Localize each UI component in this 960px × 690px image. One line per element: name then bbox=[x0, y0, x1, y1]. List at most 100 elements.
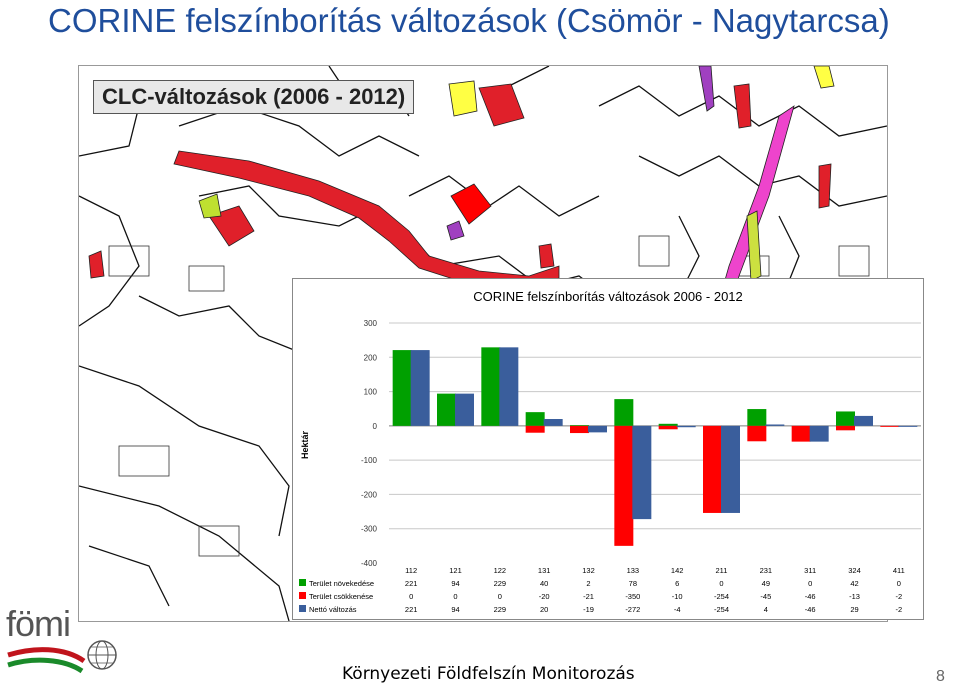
data-label: 94 bbox=[451, 605, 459, 614]
bar-increase bbox=[614, 399, 634, 426]
x-tick-label: 133 bbox=[627, 566, 640, 575]
data-label: -46 bbox=[805, 605, 816, 614]
data-label: 0 bbox=[808, 579, 812, 588]
bar-increase bbox=[481, 347, 501, 426]
bar-net bbox=[676, 425, 696, 428]
x-tick-label: 211 bbox=[716, 566, 728, 575]
bar-net bbox=[499, 347, 519, 426]
data-label: 2 bbox=[586, 579, 590, 588]
fomi-logo: fömi bbox=[4, 603, 124, 683]
x-tick-label: 142 bbox=[671, 566, 684, 575]
x-tick-label: 131 bbox=[538, 566, 551, 575]
chart-title: CORINE felszínborítás változások 2006 - … bbox=[473, 289, 743, 304]
bar-net bbox=[410, 350, 430, 426]
data-label: -272 bbox=[625, 605, 640, 614]
slide-title: CORINE felszínborítás változások (Csömör… bbox=[48, 2, 890, 39]
bar-net bbox=[721, 425, 740, 513]
legend-swatch bbox=[299, 592, 306, 599]
bar-decrease bbox=[570, 425, 589, 434]
y-tick-label: -200 bbox=[361, 490, 378, 499]
data-label: 42 bbox=[850, 579, 858, 588]
data-label: -19 bbox=[583, 605, 594, 614]
bar-net bbox=[543, 419, 563, 426]
data-label: 49 bbox=[762, 579, 770, 588]
data-label: -2 bbox=[895, 605, 902, 614]
map-label: CLC-változások (2006 - 2012) bbox=[93, 80, 415, 114]
data-label: 229 bbox=[494, 605, 507, 614]
data-label: -10 bbox=[672, 592, 683, 601]
bar-net bbox=[455, 393, 474, 426]
bar-net bbox=[765, 424, 785, 426]
chart-panel: CORINE felszínborítás változások 2006 - … bbox=[292, 278, 924, 620]
bar-net bbox=[854, 415, 873, 426]
data-label: 0 bbox=[409, 592, 413, 601]
bar-increase bbox=[836, 411, 855, 426]
data-label: 29 bbox=[850, 605, 858, 614]
data-label: -254 bbox=[714, 592, 729, 601]
bar-increase bbox=[392, 350, 412, 426]
bar-net bbox=[588, 425, 607, 433]
x-tick-label: 311 bbox=[804, 566, 816, 575]
data-label: -21 bbox=[583, 592, 594, 601]
legend-swatch bbox=[299, 579, 306, 586]
x-tick-label: 324 bbox=[848, 566, 861, 575]
bar-increase bbox=[437, 393, 456, 426]
data-label: 221 bbox=[405, 605, 418, 614]
x-tick-label: 112 bbox=[405, 566, 417, 575]
data-label: 78 bbox=[629, 579, 637, 588]
data-label: 229 bbox=[494, 579, 507, 588]
bar-net bbox=[809, 425, 829, 442]
y-tick-label: 0 bbox=[373, 422, 378, 431]
bar-increase bbox=[525, 412, 545, 426]
bar-increase bbox=[658, 423, 678, 426]
bar-net bbox=[898, 425, 918, 427]
data-label: 40 bbox=[540, 579, 548, 588]
legend-label: Nettó változás bbox=[309, 605, 357, 614]
data-label: -2 bbox=[895, 592, 902, 601]
data-label: 94 bbox=[451, 579, 459, 588]
bar-decrease bbox=[525, 425, 545, 433]
legend-swatch bbox=[299, 605, 306, 612]
bar-decrease bbox=[836, 425, 855, 431]
bar-increase bbox=[570, 425, 589, 427]
data-label: 0 bbox=[498, 592, 502, 601]
data-label: -350 bbox=[625, 592, 640, 601]
y-tick-label: -300 bbox=[361, 525, 378, 534]
x-tick-label: 121 bbox=[449, 566, 462, 575]
logo-text: fömi bbox=[6, 603, 71, 644]
footer-text: Környezeti Földfelszín Monitorozás bbox=[342, 664, 635, 684]
data-label: -13 bbox=[849, 592, 860, 601]
data-label: -4 bbox=[674, 605, 681, 614]
data-label: -46 bbox=[805, 592, 816, 601]
data-label: 0 bbox=[897, 579, 901, 588]
globe-icon bbox=[7, 640, 117, 674]
bar-net bbox=[632, 425, 652, 520]
bar-decrease bbox=[658, 425, 678, 430]
data-label: 0 bbox=[453, 592, 457, 601]
legend-label: Terület csökkenése bbox=[309, 592, 373, 601]
bar-decrease bbox=[880, 425, 900, 427]
bar-decrease bbox=[791, 425, 811, 442]
x-tick-label: 231 bbox=[760, 566, 773, 575]
x-tick-label: 132 bbox=[582, 566, 595, 575]
y-tick-label: 200 bbox=[364, 353, 378, 362]
data-label: -20 bbox=[539, 592, 550, 601]
data-label: 221 bbox=[405, 579, 418, 588]
y-tick-label: -400 bbox=[361, 559, 378, 568]
map-drawing bbox=[79, 66, 887, 621]
bar-increase bbox=[747, 409, 767, 426]
data-label: 4 bbox=[764, 605, 768, 614]
legend-label: Terület növekedése bbox=[309, 579, 374, 588]
bar-decrease bbox=[747, 425, 767, 442]
data-label: 0 bbox=[719, 579, 723, 588]
data-label: -45 bbox=[760, 592, 771, 601]
bar-decrease bbox=[703, 425, 722, 513]
x-tick-label: 411 bbox=[893, 566, 905, 575]
y-tick-label: 300 bbox=[364, 319, 378, 328]
x-tick-label: 122 bbox=[494, 566, 507, 575]
data-label: 6 bbox=[675, 579, 679, 588]
y-tick-label: 100 bbox=[364, 388, 378, 397]
data-label: -254 bbox=[714, 605, 729, 614]
bar-decrease bbox=[614, 425, 634, 546]
